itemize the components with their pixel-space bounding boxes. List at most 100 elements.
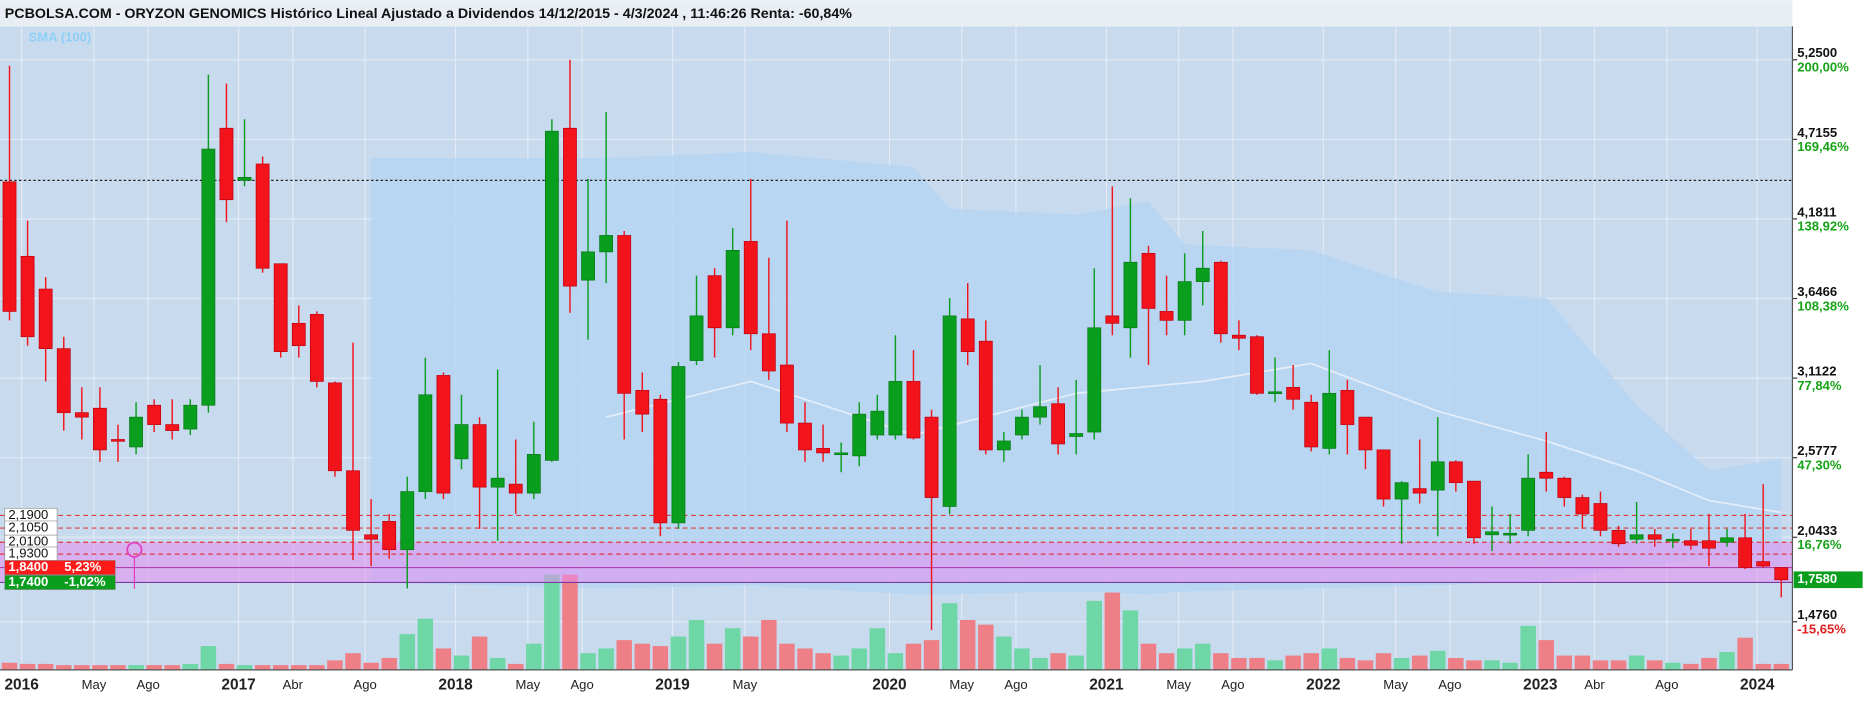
candle-body <box>924 416 939 498</box>
candle-body <box>1720 537 1734 543</box>
candle-body <box>1557 477 1572 498</box>
y2-tick-label: 77,84% <box>1797 378 1842 393</box>
volume-bar <box>1683 663 1699 670</box>
last-price-label: 1,7580 <box>1797 571 1837 586</box>
volume-bar <box>291 665 307 670</box>
candle-body <box>1304 401 1319 448</box>
volume-bar <box>1448 657 1464 670</box>
volume-bar <box>905 643 922 670</box>
volume-bar <box>1140 643 1157 670</box>
x-tick-label: May <box>1383 677 1408 692</box>
volume-bar <box>923 640 940 670</box>
volume-bar <box>1068 655 1084 670</box>
candle-body <box>382 521 397 551</box>
volume-bar <box>1104 592 1121 670</box>
x-tick-label: 2020 <box>872 676 906 693</box>
volume-bar <box>1249 657 1265 670</box>
x-tick-label: Ago <box>354 677 377 692</box>
y-tick-label: 5,2500 <box>1797 45 1837 60</box>
candle-body <box>798 422 812 451</box>
volume-bar <box>399 634 415 670</box>
volume-bar <box>56 665 72 670</box>
candle-body <box>1503 532 1517 536</box>
level-note: -1,02% <box>64 574 106 589</box>
candle-body <box>617 235 632 394</box>
x-tick-label: Ago <box>570 677 593 692</box>
x-tick-label: 2024 <box>1740 676 1775 693</box>
volume-bar <box>851 648 867 670</box>
x-tick-label: 2016 <box>4 676 39 693</box>
volume-bar <box>1176 648 1193 670</box>
candle-body <box>219 127 234 201</box>
candle-body <box>1376 449 1391 500</box>
candle-body <box>1141 252 1156 309</box>
x-tick-label: May <box>732 677 757 692</box>
candle-body <box>1394 482 1409 500</box>
volume-bar <box>435 648 452 670</box>
candle-body <box>1033 406 1047 418</box>
y2-tick-label: 138,92% <box>1797 219 1849 234</box>
level-label: 2,1050 <box>8 520 48 535</box>
candle-body <box>960 318 975 352</box>
volume-bar <box>1339 657 1356 670</box>
candle-body <box>761 333 776 372</box>
volume-bar <box>815 653 831 670</box>
volume-bar <box>1502 662 1518 670</box>
x-tick-label: Abr <box>1584 677 1605 692</box>
volume-bar <box>598 648 614 670</box>
x-tick-label: 2022 <box>1306 676 1340 693</box>
volume-bar <box>526 643 542 670</box>
volume-bar <box>74 665 90 670</box>
x-tick-label: Ago <box>1655 677 1678 692</box>
volume-bar <box>1267 660 1283 670</box>
volume-bar <box>92 665 108 670</box>
volume-bar <box>1014 648 1030 670</box>
candle-body <box>1123 261 1138 329</box>
volume-bar <box>453 655 470 670</box>
candle-body <box>653 398 668 524</box>
candle-body <box>1738 537 1753 568</box>
volume-bar <box>1628 655 1645 670</box>
candle-body <box>1268 391 1282 394</box>
candle-body <box>508 483 523 494</box>
volume <box>1 574 1789 670</box>
y-tick-label: 2,0433 <box>1797 523 1837 538</box>
candle-body <box>1467 480 1481 539</box>
x-tick-label: May <box>82 677 107 692</box>
candle-body <box>1087 327 1102 433</box>
candle-body <box>1213 261 1228 335</box>
candle-body <box>1195 267 1210 282</box>
y2-tick-label: 169,46% <box>1797 139 1849 154</box>
y-tick-label: 2,5777 <box>1797 443 1837 458</box>
x-tick-label: Ago <box>137 677 160 692</box>
volume-bar <box>797 648 813 670</box>
candle-body <box>834 452 849 456</box>
volume-bar <box>1122 610 1139 670</box>
volume-bar <box>471 636 488 670</box>
candle-body <box>1250 336 1264 394</box>
volume-bar <box>869 628 886 670</box>
y2-tick-label: 16,76% <box>1797 537 1842 552</box>
volume-bar <box>272 665 289 670</box>
zone <box>0 542 1793 583</box>
volume-bar <box>146 665 162 670</box>
axes: 5,2500 4,7155 4,1811 3,6466 3,1122 2,5777 2,04… <box>0 26 1863 693</box>
candle-body <box>1665 538 1680 542</box>
x-tick-label: May <box>949 677 974 692</box>
volume-bar <box>1556 655 1573 670</box>
candle-body <box>165 424 180 431</box>
volume-bar <box>327 660 343 670</box>
candle-body <box>1015 416 1029 436</box>
level-label: 1,8400 <box>8 559 48 574</box>
y2-tick-label: 200,00% <box>1797 60 1849 75</box>
volume-bar <box>254 665 271 670</box>
volume-bar <box>489 657 506 670</box>
volume-bar <box>1032 657 1048 670</box>
candle-body <box>129 416 143 448</box>
candle-body <box>1647 534 1662 540</box>
x-tick-label: 2019 <box>655 676 690 693</box>
candle-body <box>1159 311 1174 321</box>
volume-bar <box>218 663 235 670</box>
volume-bar <box>37 663 54 670</box>
